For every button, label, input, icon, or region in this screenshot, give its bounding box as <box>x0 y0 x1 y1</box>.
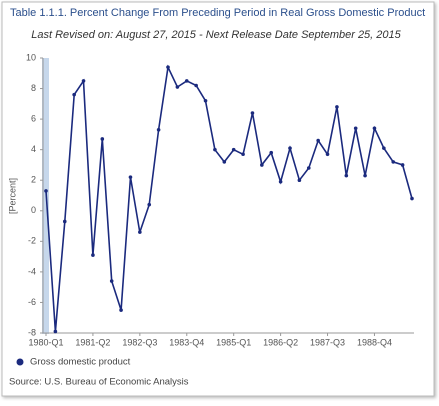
y-tick-label: 0 <box>31 205 36 215</box>
data-point <box>382 146 386 150</box>
data-point <box>288 146 292 150</box>
selection-band <box>42 58 49 334</box>
data-point <box>250 111 255 115</box>
y-axis-label: [Percent] <box>7 178 17 214</box>
data-point <box>119 308 123 312</box>
x-tick-label: 1987-Q3 <box>310 337 345 347</box>
data-point <box>138 230 142 234</box>
data-point <box>72 92 76 97</box>
data-point <box>184 79 189 83</box>
data-point <box>278 179 283 184</box>
data-point <box>81 79 86 83</box>
x-tick-label: 1988-Q4 <box>357 337 392 347</box>
y-tick-label: -8 <box>28 327 36 337</box>
data-point <box>325 152 330 157</box>
data-point <box>335 105 339 109</box>
data-point <box>260 163 264 167</box>
data-point <box>147 202 152 207</box>
chart-title: Table 1.1.1. Percent Change From Precedi… <box>10 7 425 19</box>
data-point <box>109 279 114 283</box>
y-tick-label: -4 <box>28 266 36 276</box>
series-line <box>45 64 413 332</box>
data-point <box>231 147 236 152</box>
data-point <box>213 147 217 152</box>
legend-label: Gross domestic product <box>30 357 131 368</box>
y-tick-label: -2 <box>28 236 36 246</box>
x-tick-label: 1986-Q2 <box>263 337 298 347</box>
x-tick-label: 1983-Q4 <box>169 337 204 347</box>
data-point <box>306 166 311 170</box>
data-point <box>156 128 161 132</box>
frame <box>1 1 435 397</box>
legend-marker <box>16 358 24 366</box>
data-point <box>363 173 367 178</box>
data-point <box>222 160 227 164</box>
y-tick-label: 4 <box>31 144 36 154</box>
data-point <box>44 189 48 193</box>
data-point <box>344 173 349 178</box>
x-tick-label: 1980-Q1 <box>28 337 63 347</box>
data-point <box>241 152 245 157</box>
data-point <box>175 85 180 89</box>
data-point <box>128 175 133 179</box>
data-point <box>297 178 302 183</box>
data-point <box>410 196 414 201</box>
y-tick-label: 2 <box>31 175 36 185</box>
data-point <box>62 219 67 224</box>
data-point <box>316 138 320 143</box>
data-point <box>203 98 208 103</box>
y-tick-label: 10 <box>26 52 36 62</box>
data-point <box>194 83 198 88</box>
x-tick-label: 1985-Q1 <box>216 337 251 347</box>
chart-subtitle: Last Revised on: August 27, 2015 - Next … <box>31 29 401 41</box>
data-point <box>166 65 170 69</box>
data-point <box>91 253 95 257</box>
data-point <box>100 137 105 141</box>
x-tick-label: 1981-Q2 <box>75 337 110 347</box>
y-tick-label: 8 <box>31 83 36 93</box>
x-tick-label: 1982-Q3 <box>122 337 157 347</box>
data-point <box>353 126 358 131</box>
source: Source: U.S. Bureau of Economic Analysis <box>9 377 189 388</box>
y-tick-label: -6 <box>28 297 36 307</box>
y-tick-label: 6 <box>31 113 36 123</box>
data-point <box>372 126 377 131</box>
data-point <box>53 329 58 334</box>
data-point <box>269 150 274 155</box>
data-point <box>391 160 396 164</box>
data-point <box>400 163 405 167</box>
